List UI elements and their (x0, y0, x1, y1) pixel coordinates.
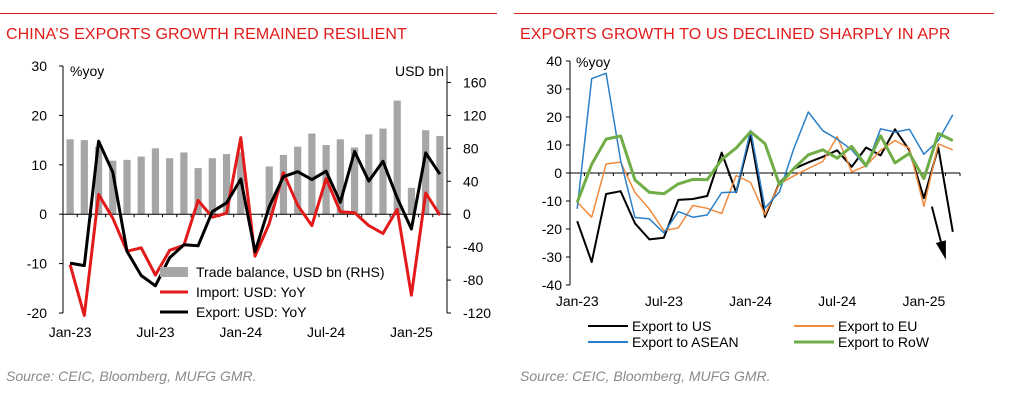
trade-balance-bar (265, 166, 273, 215)
y-tick-label: -40 (542, 277, 562, 293)
legend-label: Export to US (632, 318, 711, 334)
source-note: Source: CEIC, Bloomberg, MUFG GMR. (6, 368, 257, 384)
arrow-shaft (930, 206, 943, 247)
right-y-tick-label: 80 (463, 140, 479, 156)
y-tick-label: -20 (542, 221, 562, 237)
right-y-tick-label: 40 (463, 173, 479, 189)
trade-balance-bar (208, 158, 216, 215)
arrow-head (935, 240, 946, 260)
x-tick-label: Jan-24 (219, 324, 262, 340)
x-tick-label: Jan-25 (902, 293, 945, 309)
title-rule (0, 13, 497, 14)
chart-title: CHINA’S EXPORTS GROWTH REMAINED RESILIEN… (6, 26, 407, 43)
x-tick-label: Jan-23 (49, 324, 92, 340)
legend-label: Import: USD: YoY (196, 284, 306, 300)
trade-balance-bar (194, 168, 202, 215)
trade-balance-bar (436, 135, 444, 215)
right-unit-label: USD bn (395, 63, 444, 79)
legend-label: Export to EU (838, 318, 917, 334)
unit-label: %yoy (576, 54, 610, 70)
x-tick-label: Jul-24 (818, 293, 856, 309)
trade-balance-bar (365, 134, 373, 215)
x-tick-label: Jul-23 (645, 293, 683, 309)
trade-balance-bar (393, 100, 401, 215)
source-note: Source: CEIC, Bloomberg, MUFG GMR. (520, 368, 771, 384)
legend-label: Export to RoW (838, 334, 930, 350)
legend-bar-swatch (160, 267, 188, 277)
right-y-tick-label: -40 (463, 239, 483, 255)
exports-by-destination-chart: -40 -30 -20 -10 0 10 20 30 40 Jan-23 Jul-23 Jan-24 J… (542, 53, 961, 350)
left-y-tick-label: 30 (31, 58, 47, 74)
right-y-tick-label: 120 (463, 107, 487, 123)
trade-balance-bar (336, 139, 344, 215)
trade-balance-bar (123, 159, 131, 215)
trade-balance-bar (166, 158, 174, 215)
left-y-tick-label: 10 (31, 157, 47, 173)
right-y-tick-label: 160 (463, 74, 487, 90)
right-chart-panel: EXPORTS GROWTH TO US DECLINED SHARPLY IN… (514, 0, 1014, 407)
trade-balance-bar (180, 152, 188, 215)
series-line (69, 139, 442, 288)
legend-label: Trade balance, USD bn (RHS) (196, 264, 385, 280)
series-line (576, 135, 954, 232)
y-tick-label: -10 (542, 193, 562, 209)
y-tick-label: -30 (542, 249, 562, 265)
trade-balance-bar (109, 160, 117, 215)
legend-label: Export to ASEAN (632, 334, 739, 350)
left-y-tick-label: -20 (27, 305, 47, 321)
y-tick-label: 40 (546, 53, 562, 69)
trade-balance-bar (80, 140, 88, 215)
series-line (575, 130, 954, 203)
trade-balance-bar (222, 154, 231, 215)
series-line (576, 72, 954, 234)
left-y-tick-label: 0 (39, 206, 47, 222)
right-y-tick-label: 0 (463, 206, 471, 222)
left-y-tick-label: -10 (27, 256, 47, 272)
trade-balance-bar (66, 139, 74, 215)
left-chart-panel: CHINA’S EXPORTS GROWTH REMAINED RESILIEN… (0, 0, 500, 407)
trade-balance-bar (151, 148, 160, 215)
x-tick-label: Jan-23 (556, 293, 599, 309)
trade-balance-bar (294, 146, 302, 215)
series-line (68, 136, 442, 317)
y-tick-label: 20 (546, 109, 562, 125)
x-tick-label: Jul-23 (136, 324, 174, 340)
trade-balance-bar (350, 147, 359, 215)
trade-balance-bar (94, 146, 103, 215)
trade-balance-bar (407, 187, 416, 215)
trade-balance-bar (379, 128, 387, 215)
left-y-tick-label: 20 (31, 107, 47, 123)
y-tick-label: 0 (554, 165, 562, 181)
x-tick-label: Jan-25 (390, 324, 433, 340)
left-unit-label: %yoy (70, 63, 104, 79)
trade-balance-bar (422, 130, 430, 215)
trade-balance-bar (137, 156, 145, 215)
exports-imports-chart: -20 -10 0 10 20 30 -120 -80 -40 0 40 80 120 160 Jan-23… (27, 58, 491, 340)
right-y-tick-label: -80 (463, 272, 483, 288)
trade-balance-bar (308, 133, 316, 215)
y-tick-label: 30 (546, 81, 562, 97)
right-y-tick-label: -120 (463, 305, 491, 321)
chart-title: EXPORTS GROWTH TO US DECLINED SHARPLY IN… (520, 26, 951, 43)
series-line (576, 128, 954, 263)
x-tick-label: Jan-24 (729, 293, 772, 309)
y-tick-label: 10 (546, 137, 562, 153)
title-rule (514, 13, 994, 14)
legend-label: Export: USD: YoY (196, 304, 307, 320)
x-tick-label: Jul-24 (307, 324, 345, 340)
trade-balance-bar (279, 154, 288, 215)
